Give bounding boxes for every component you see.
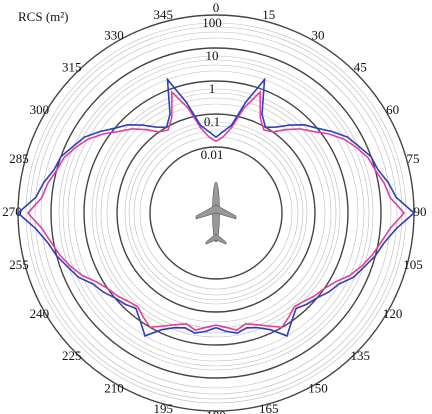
theta-tick-label: 165	[259, 401, 279, 414]
ring	[149, 146, 283, 280]
theta-tick-label: 75	[407, 151, 420, 166]
theta-tick-label: 45	[354, 60, 367, 75]
ring	[50, 47, 382, 379]
theta-tick-label: 150	[308, 381, 328, 396]
theta-tick-label: 105	[403, 257, 423, 272]
r-tick-label: 1	[209, 81, 216, 96]
aircraft-icon	[195, 181, 237, 245]
theta-tick-label: 30	[312, 27, 325, 42]
theta-tick-label: 300	[30, 102, 50, 117]
theta-tick-label: 225	[62, 348, 82, 363]
theta-tick-label: 285	[9, 151, 29, 166]
theta-tick-label: 330	[104, 27, 124, 42]
rcs-line	[16, 77, 416, 337]
minor-rings	[25, 22, 407, 404]
r-tick-label: 0.01	[201, 147, 224, 162]
theta-tick-label: 315	[62, 60, 82, 75]
theta-tick-label: 135	[350, 348, 370, 363]
theta-tick-label: 60	[386, 102, 399, 117]
r-tick-label: 0.1	[204, 114, 220, 129]
theta-tick-label: 180	[206, 408, 226, 414]
r-tick-label: 10	[206, 48, 219, 63]
theta-tick-label: 210	[104, 381, 124, 396]
theta-tick-label: 345	[153, 7, 173, 22]
theta-tick-label: 240	[30, 306, 50, 321]
ring	[83, 80, 349, 346]
theta-tick-label: 15	[262, 7, 275, 22]
r-tick-label: 100	[202, 15, 222, 30]
ring	[116, 113, 316, 313]
theta-tick-label: 255	[9, 257, 29, 272]
theta-tick-label: 270	[2, 204, 22, 219]
theta-tick-label: 195	[153, 401, 173, 414]
theta-tick-label: 120	[383, 306, 403, 321]
theta-tick-label: 90	[414, 204, 427, 219]
chart-title: RCS (m²)	[18, 9, 69, 24]
theta-tick-label: 0	[213, 0, 220, 15]
rcs-line	[26, 90, 406, 331]
